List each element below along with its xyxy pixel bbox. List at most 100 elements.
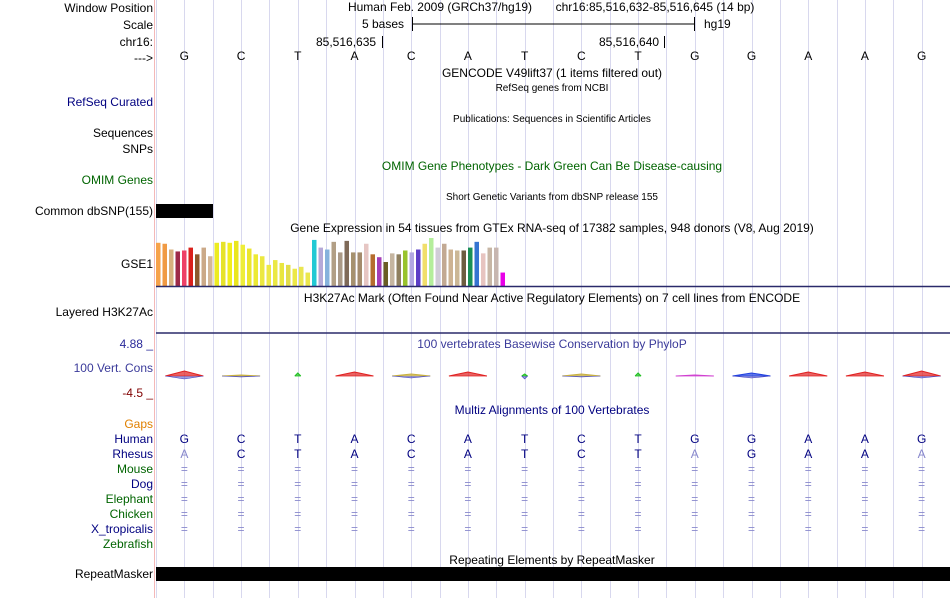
omim-genes-label[interactable]: OMIM Genes bbox=[81, 173, 153, 187]
gtex-bar bbox=[468, 247, 473, 286]
gtex-bar bbox=[338, 252, 343, 286]
phylop-dip bbox=[732, 375, 771, 379]
alignment-base: = bbox=[237, 477, 245, 491]
species-label[interactable]: Mouse bbox=[116, 462, 153, 476]
alignment-base: = bbox=[918, 522, 926, 536]
repeatmasker-track-title[interactable]: Repeating Elements by RepeatMasker bbox=[449, 553, 655, 567]
alignment-base: T bbox=[634, 447, 642, 461]
sequence-base: T bbox=[520, 49, 529, 63]
gtex-bar bbox=[214, 242, 219, 286]
refseq-track-title[interactable]: RefSeq genes from NCBI bbox=[495, 83, 609, 94]
alignment-base: = bbox=[407, 507, 415, 521]
species-label[interactable]: Elephant bbox=[105, 492, 153, 506]
gtex-bar bbox=[494, 247, 499, 286]
phylop-conservation-plot[interactable] bbox=[156, 365, 950, 387]
alignment-base: = bbox=[861, 462, 869, 476]
multiz-track-title[interactable]: Multiz Alignments of 100 Vertebrates bbox=[454, 403, 650, 417]
phylop-peak bbox=[165, 370, 204, 377]
gtex-bar bbox=[182, 250, 187, 286]
gtex-bar bbox=[416, 249, 421, 286]
species-label[interactable]: Rhesus bbox=[112, 447, 153, 461]
gtex-bar bbox=[227, 242, 232, 286]
sequence-base: A bbox=[804, 49, 813, 63]
species-label[interactable]: Zebrafish bbox=[102, 537, 153, 551]
alignment-base: = bbox=[180, 462, 188, 476]
alignment-base: = bbox=[464, 492, 472, 506]
alignment-base: = bbox=[804, 507, 812, 521]
alignment-base: = bbox=[521, 522, 529, 536]
alignment-base: = bbox=[294, 462, 302, 476]
species-label[interactable]: X_tropicalis bbox=[90, 522, 153, 536]
publications-track-title[interactable]: Publications: Sequences in Scientific Ar… bbox=[453, 114, 651, 125]
gtex-bar bbox=[500, 272, 505, 286]
gtex-bar bbox=[455, 250, 460, 286]
strand-label[interactable]: ---> bbox=[134, 51, 153, 65]
alignment-base: = bbox=[407, 477, 415, 491]
snps-label[interactable]: SNPs bbox=[122, 142, 153, 156]
gtex-bar bbox=[312, 239, 317, 286]
alignment-base: = bbox=[294, 522, 302, 536]
alignment-base: = bbox=[634, 462, 642, 476]
h3k27ac-track-title[interactable]: H3K27Ac Mark (Often Found Near Active Re… bbox=[303, 291, 801, 305]
gtex-bar bbox=[273, 260, 278, 286]
alignment-base: G bbox=[916, 432, 927, 446]
species-label[interactable]: Human bbox=[114, 432, 153, 446]
alignment-base: = bbox=[918, 462, 926, 476]
phylop-peak bbox=[521, 373, 528, 377]
gaps-label[interactable]: Gaps bbox=[124, 417, 153, 431]
phylop-peak bbox=[675, 374, 714, 377]
alignment-base: = bbox=[634, 507, 642, 521]
alignment-base: = bbox=[294, 492, 302, 506]
gencode-track-title[interactable]: GENCODE V49lift37 (1 items filtered out) bbox=[441, 66, 663, 80]
sequence-base: C bbox=[236, 49, 246, 63]
alignment-base: = bbox=[521, 507, 529, 521]
phylop-peak bbox=[845, 371, 885, 377]
species-label[interactable]: Dog bbox=[130, 477, 153, 491]
gtex-bar bbox=[305, 272, 310, 286]
alignment-base: = bbox=[180, 522, 188, 536]
sequence-base: A bbox=[350, 49, 359, 63]
gtex-bar bbox=[383, 262, 388, 286]
gtex-bar bbox=[325, 249, 330, 286]
gtex-bar bbox=[253, 254, 258, 286]
phylop-track-title[interactable]: 100 vertebrates Basewise Conservation by… bbox=[417, 337, 687, 351]
common-dbsnp-label[interactable]: Common dbSNP(155) bbox=[34, 204, 153, 218]
dbsnp-track-title[interactable]: Short Genetic Variants from dbSNP releas… bbox=[446, 192, 658, 203]
gse1-label[interactable]: GSE1 bbox=[120, 257, 153, 271]
alignment-base: = bbox=[918, 492, 926, 506]
sequences-label[interactable]: Sequences bbox=[92, 126, 153, 140]
alignment-base: = bbox=[577, 522, 585, 536]
sequence-base: A bbox=[860, 49, 869, 63]
phylop-peak bbox=[222, 374, 261, 377]
gtex-expression-chart[interactable] bbox=[156, 236, 950, 288]
sequence-base: A bbox=[463, 49, 472, 63]
repeatmasker-feature[interactable] bbox=[156, 567, 950, 581]
layered-h3k27ac-label[interactable]: Layered H3K27Ac bbox=[55, 305, 153, 319]
alignment-base: = bbox=[350, 492, 358, 506]
phylop-peak bbox=[789, 371, 828, 377]
alignment-base: = bbox=[577, 492, 585, 506]
alignment-base: A bbox=[804, 447, 813, 461]
scale-bar bbox=[382, 17, 695, 48]
sequence-base: G bbox=[179, 49, 190, 63]
repeatmasker-label[interactable]: RepeatMasker bbox=[74, 567, 153, 581]
dbsnp-feature[interactable] bbox=[156, 204, 213, 218]
gtex-bar bbox=[162, 243, 167, 286]
alignment-base: = bbox=[521, 477, 529, 491]
cons-max-label: 4.88 _ bbox=[119, 337, 153, 351]
refseq-curated-label[interactable]: RefSeq Curated bbox=[66, 95, 153, 109]
gtex-bar bbox=[234, 240, 239, 286]
gtex-bar bbox=[461, 250, 466, 286]
gtex-track-title[interactable]: Gene Expression in 54 tissues from GTEx … bbox=[290, 221, 814, 235]
gtex-bar bbox=[344, 240, 349, 286]
alignment-base: A bbox=[350, 447, 359, 461]
alignment-base: = bbox=[804, 477, 812, 491]
alignment-base: = bbox=[691, 492, 699, 506]
vert-cons-label[interactable]: 100 Vert. Cons bbox=[73, 361, 153, 375]
alignment-base: G bbox=[690, 432, 700, 446]
omim-track-title[interactable]: OMIM Gene Phenotypes - Dark Green Can Be… bbox=[381, 159, 723, 173]
gtex-bar bbox=[409, 252, 414, 286]
species-label[interactable]: Chicken bbox=[109, 507, 153, 521]
